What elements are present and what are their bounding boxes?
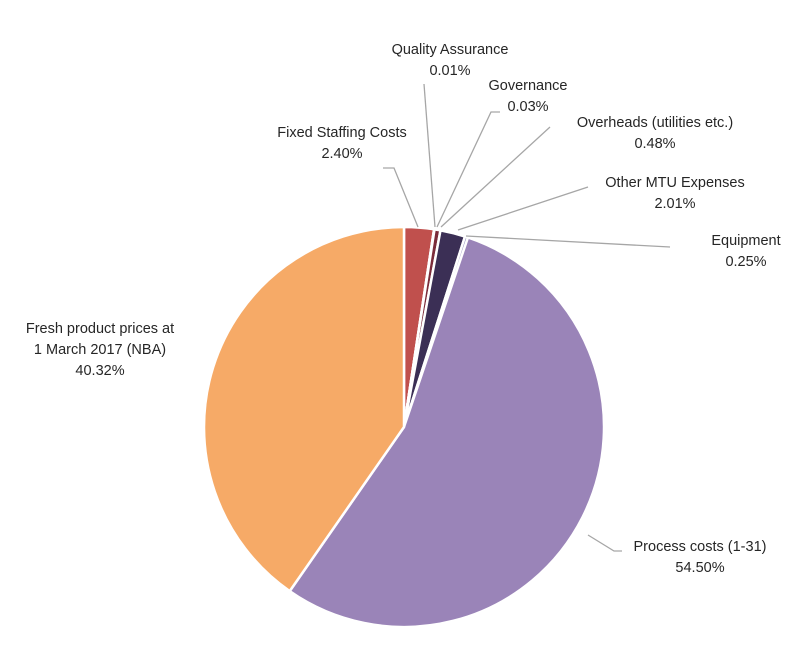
slice-label: Quality Assurance 0.01% xyxy=(392,42,509,79)
leader-lines xyxy=(383,83,671,552)
slice-name-label: Quality Assurance xyxy=(392,42,509,58)
slice-name-label: 1 March 2017 (NBA) xyxy=(34,342,166,358)
slice-label: Governance 0.03% xyxy=(489,78,568,115)
slice-value-label: 40.32% xyxy=(75,363,124,379)
slice-name-label: Equipment xyxy=(711,233,780,249)
slice-name-label: Process costs (1-31) xyxy=(634,539,767,555)
slice-label: Process costs (1-31) 54.50% xyxy=(634,539,767,576)
pie-slice xyxy=(202,225,406,593)
slice-labels: Fixed Staffing Costs 2.40% Quality Assuran… xyxy=(26,42,781,576)
slice-label: Overheads (utilities etc.) 0.48% xyxy=(577,115,733,152)
slice-value-label: 0.03% xyxy=(507,99,548,115)
leader-line xyxy=(436,111,500,228)
slice-value-label: 0.01% xyxy=(429,63,470,79)
leader-line xyxy=(457,186,589,231)
leader-line xyxy=(587,534,622,552)
slice-name-label: Overheads (utilities etc.) xyxy=(577,115,733,131)
slice-label: Other MTU Expenses 2.01% xyxy=(605,175,744,212)
pie-slice xyxy=(288,236,606,629)
leader-line xyxy=(440,126,551,228)
slice-value-label: 54.50% xyxy=(675,560,724,576)
leader-line xyxy=(465,235,671,248)
slice-value-label: 0.25% xyxy=(725,254,766,270)
slice-value-label: 0.48% xyxy=(634,136,675,152)
slice-value-label: 2.01% xyxy=(654,196,695,212)
slice-name-label: Fresh product prices at xyxy=(26,321,174,337)
slice-name-label: Fixed Staffing Costs xyxy=(277,125,407,141)
slice-value-label: 2.40% xyxy=(321,146,362,162)
leader-line xyxy=(383,167,419,228)
slice-label: Equipment 0.25% xyxy=(711,233,780,270)
slice-name-label: Governance xyxy=(489,78,568,94)
pie-slices xyxy=(202,225,606,629)
leader-line xyxy=(423,83,436,228)
slice-label: Fresh product prices at 1 March 2017 (NBA… xyxy=(26,321,174,379)
slice-name-label: Other MTU Expenses xyxy=(605,175,744,191)
slice-label: Fixed Staffing Costs 2.40% xyxy=(277,125,407,162)
